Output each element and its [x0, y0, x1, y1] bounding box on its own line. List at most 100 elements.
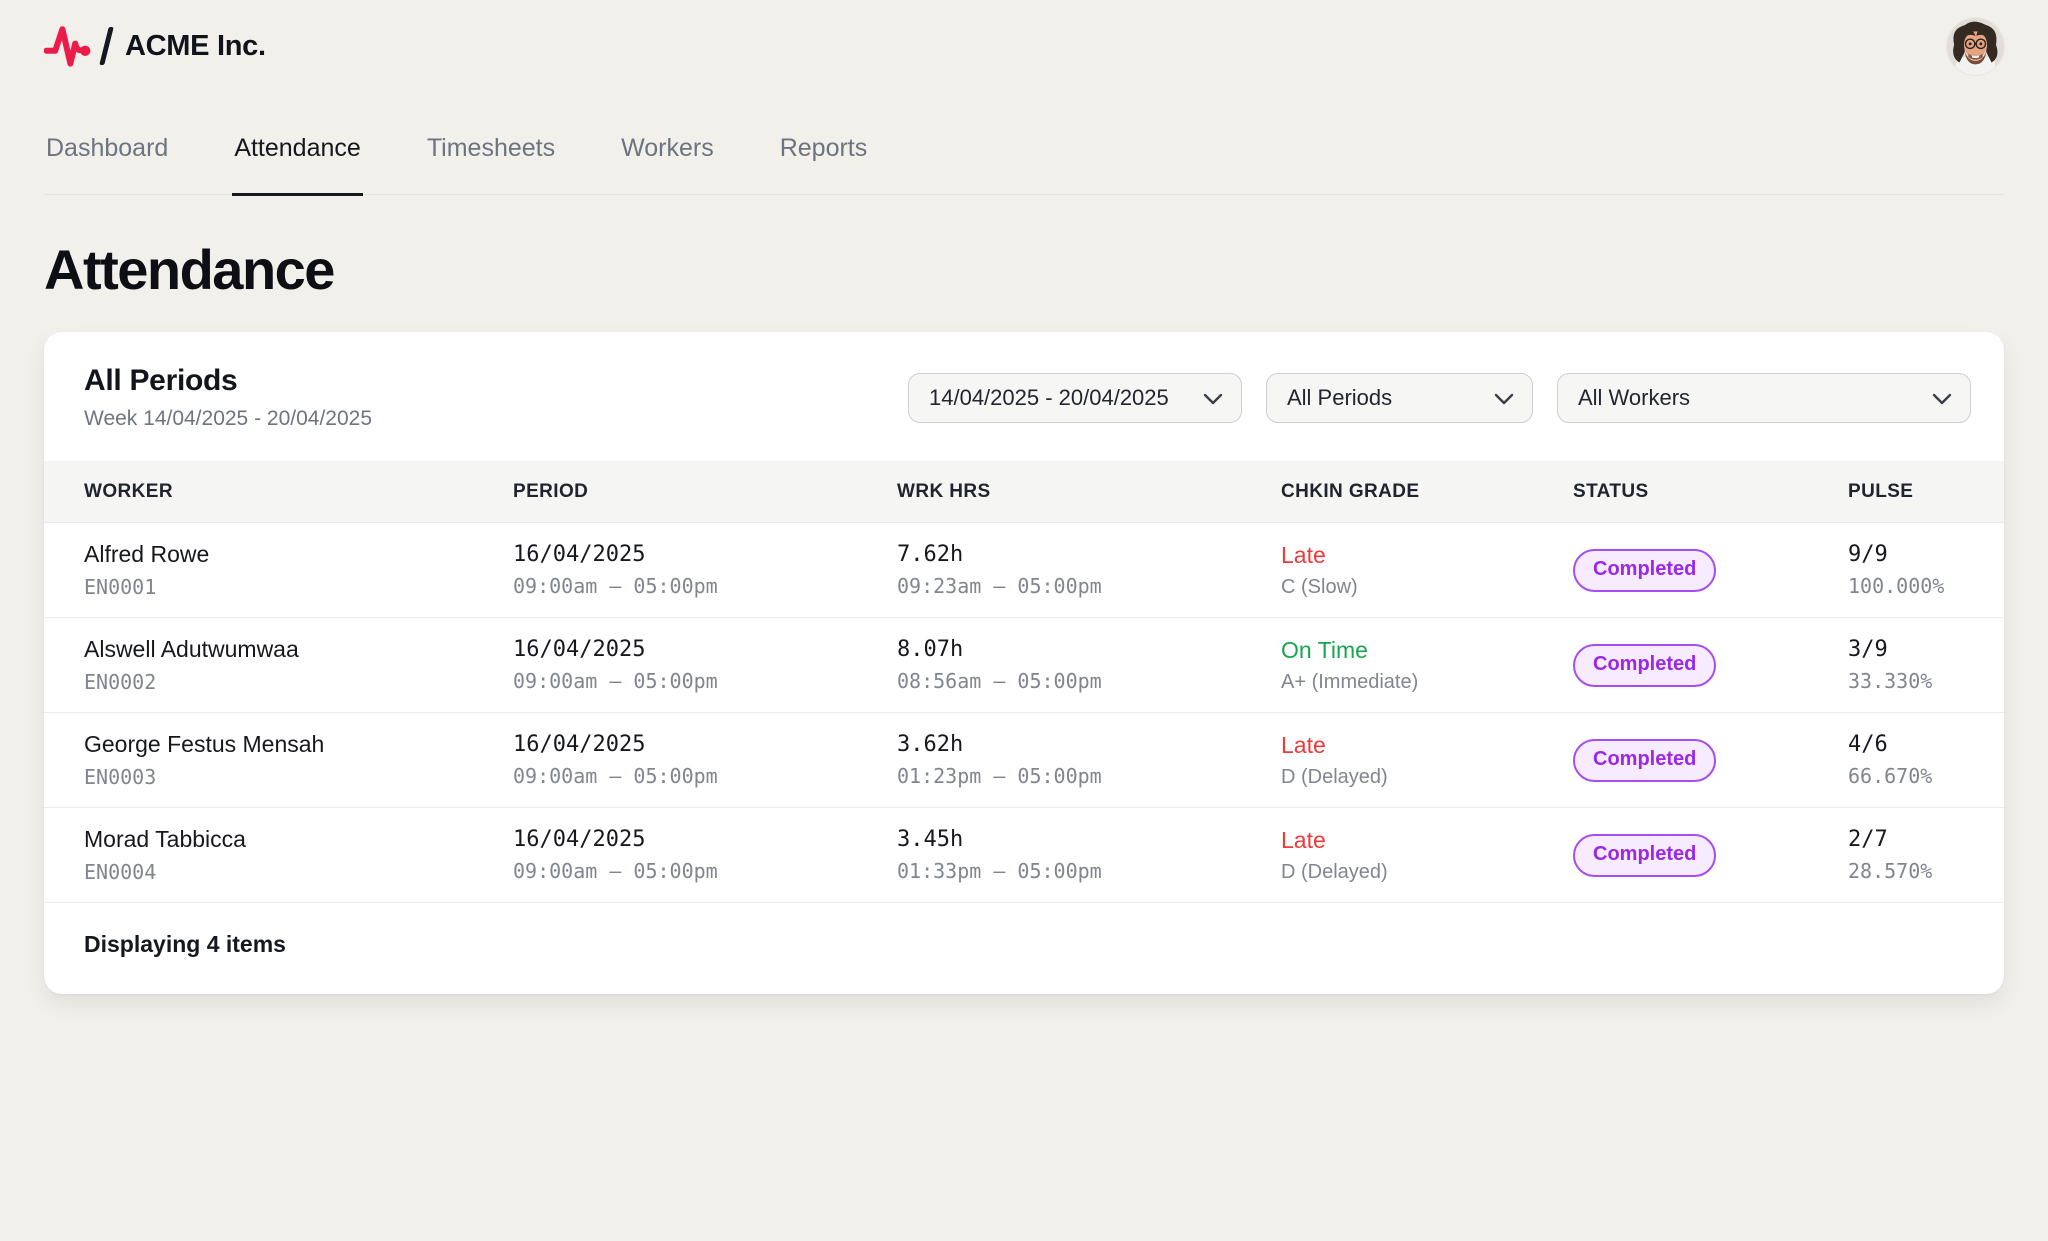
worker-id: EN0004: [84, 860, 157, 884]
grade-status: Late: [1281, 731, 1326, 758]
column-header-status: STATUS: [1573, 480, 1649, 502]
tab-workers[interactable]: Workers: [621, 134, 714, 162]
status-cell: Completed: [1573, 643, 1848, 687]
grade-detail: D (Delayed): [1281, 860, 1388, 883]
wrk-hrs-cell: 8.07h 08:56am – 05:00pm: [897, 637, 1281, 693]
period-time: 09:00am – 05:00pm: [513, 764, 718, 788]
pulse-count: 9/9: [1848, 542, 1888, 567]
worker-cell: Morad Tabbicca EN0004: [84, 826, 513, 884]
pulse-cell: 2/7 28.570%: [1848, 827, 1964, 883]
worked-time: 01:23pm – 05:00pm: [897, 764, 1102, 788]
tab-timesheets[interactable]: Timesheets: [426, 134, 556, 162]
grade-status: Late: [1281, 541, 1326, 568]
wrk-hrs-cell: 3.45h 01:33pm – 05:00pm: [897, 827, 1281, 883]
date-range-select[interactable]: 14/04/2025 - 20/04/2025: [908, 372, 1242, 423]
brand-slash-divider: [99, 27, 114, 65]
worked-hours: 3.62h: [897, 732, 964, 757]
panel-header: All Periods Week 14/04/2025 - 20/04/2025…: [44, 332, 2004, 461]
table-row: Alswell Adutwumwaa EN0002 16/04/2025 09:…: [44, 618, 2004, 713]
tab-dashboard[interactable]: Dashboard: [46, 134, 169, 162]
item-count: Displaying 4 items: [84, 931, 286, 957]
table-header: WORKER PERIOD WRK HRS CHKIN GRADE STATUS…: [44, 461, 2004, 523]
pulse-cell: 3/9 33.330%: [1848, 637, 1964, 693]
tab-attendance[interactable]: Attendance: [232, 126, 363, 196]
pulse-cell: 4/6 66.670%: [1848, 732, 1964, 788]
grade-detail: A+ (Immediate): [1281, 670, 1419, 693]
pulse-percent: 28.570%: [1848, 859, 1933, 883]
worked-hours: 8.07h: [897, 637, 964, 662]
status-cell: Completed: [1573, 738, 1848, 782]
status-badge: Completed: [1573, 738, 1717, 782]
worker-cell: George Festus Mensah EN0003: [84, 731, 513, 789]
tab-reports[interactable]: Reports: [779, 134, 868, 162]
worked-hours: 3.45h: [897, 827, 964, 852]
filter-bar: 14/04/2025 - 20/04/2025 All Periods All …: [908, 372, 1971, 423]
chkin-grade-cell: On Time A+ (Immediate): [1281, 637, 1573, 694]
attendance-page: ACME Inc.: [0, 0, 2048, 994]
period-date: 16/04/2025: [513, 732, 646, 757]
worker-id: EN0001: [84, 575, 157, 599]
period-value: All Periods: [1287, 384, 1393, 410]
pulse-logo-icon: [44, 23, 92, 69]
chkin-grade-cell: Late C (Slow): [1281, 542, 1573, 599]
worked-time: 01:33pm – 05:00pm: [897, 859, 1102, 883]
period-date: 16/04/2025: [513, 637, 646, 662]
worked-hours: 7.62h: [897, 542, 964, 567]
company-name: ACME Inc.: [125, 29, 266, 62]
period-cell: 16/04/2025 09:00am – 05:00pm: [513, 732, 897, 788]
column-header-period: PERIOD: [513, 480, 589, 502]
worker-id: EN0002: [84, 670, 157, 694]
period-time: 09:00am – 05:00pm: [513, 669, 718, 693]
chkin-grade-cell: Late D (Delayed): [1281, 827, 1573, 884]
grade-status: On Time: [1281, 636, 1368, 663]
chevron-down-icon: [1494, 385, 1514, 411]
user-avatar[interactable]: [1947, 17, 2004, 75]
pulse-percent: 33.330%: [1848, 669, 1933, 693]
app-header: ACME Inc.: [0, 0, 2048, 92]
pulse-count: 4/6: [1848, 732, 1888, 757]
grade-status: Late: [1281, 826, 1326, 853]
wrk-hrs-cell: 3.62h 01:23pm – 05:00pm: [897, 732, 1281, 788]
status-cell: Completed: [1573, 833, 1848, 877]
grade-detail: D (Delayed): [1281, 765, 1388, 788]
pulse-cell: 9/9 100.000%: [1848, 542, 1964, 598]
chevron-down-icon: [1932, 385, 1952, 411]
period-date: 16/04/2025: [513, 542, 646, 567]
period-time: 09:00am – 05:00pm: [513, 859, 718, 883]
column-header-worker: WORKER: [84, 480, 173, 502]
panel-title: All Periods: [84, 364, 238, 397]
pulse-percent: 66.670%: [1848, 764, 1933, 788]
primary-tabs: Dashboard Attendance Timesheets Workers …: [44, 92, 2004, 196]
period-cell: 16/04/2025 09:00am – 05:00pm: [513, 827, 897, 883]
chevron-down-icon: [1203, 385, 1223, 411]
pulse-count: 3/9: [1848, 637, 1888, 662]
panel-subtitle: Week 14/04/2025 - 20/04/2025: [84, 407, 373, 430]
attendance-panel: All Periods Week 14/04/2025 - 20/04/2025…: [44, 332, 2004, 994]
status-badge: Completed: [1573, 833, 1717, 877]
worker-cell: Alswell Adutwumwaa EN0002: [84, 636, 513, 694]
column-header-wrk-hrs: WRK HRS: [897, 480, 991, 502]
column-header-pulse: PULSE: [1848, 480, 1914, 502]
status-badge: Completed: [1573, 548, 1717, 592]
table-row: George Festus Mensah EN0003 16/04/2025 0…: [44, 713, 2004, 808]
period-select[interactable]: All Periods: [1266, 372, 1533, 423]
period-cell: 16/04/2025 09:00am – 05:00pm: [513, 542, 897, 598]
chkin-grade-cell: Late D (Delayed): [1281, 732, 1573, 789]
column-header-chkin-grade: CHKIN GRADE: [1281, 480, 1420, 502]
period-cell: 16/04/2025 09:00am – 05:00pm: [513, 637, 897, 693]
worker-name: Alfred Rowe: [84, 541, 210, 567]
worker-cell: Alfred Rowe EN0001: [84, 541, 513, 599]
workers-value: All Workers: [1578, 384, 1691, 410]
page-title: Attendance: [44, 238, 335, 301]
panel-heading-group: All Periods Week 14/04/2025 - 20/04/2025: [84, 364, 372, 431]
period-time: 09:00am – 05:00pm: [513, 574, 718, 598]
worked-time: 09:23am – 05:00pm: [897, 574, 1102, 598]
worked-time: 08:56am – 05:00pm: [897, 669, 1102, 693]
period-date: 16/04/2025: [513, 827, 646, 852]
worker-name: George Festus Mensah: [84, 731, 325, 757]
worker-name: Alswell Adutwumwaa: [84, 636, 299, 662]
worker-name: Morad Tabbicca: [84, 826, 246, 852]
workers-select[interactable]: All Workers: [1557, 372, 1971, 423]
grade-detail: C (Slow): [1281, 575, 1358, 598]
status-badge: Completed: [1573, 643, 1717, 687]
